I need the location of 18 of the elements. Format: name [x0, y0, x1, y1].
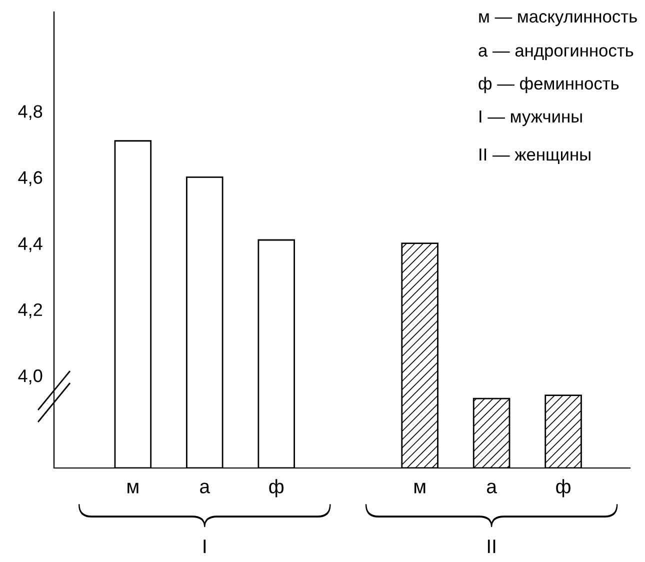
text: I: [204, 540, 206, 554]
y-tick-label: 4,2: [18, 303, 42, 318]
x-tick-label: а: [486, 482, 497, 494]
y-tick-label: 4,4: [18, 237, 42, 252]
annotation: II — женщины: [480, 148, 590, 164]
annotation: I — мужчины: [480, 110, 582, 126]
text: II: [488, 540, 496, 554]
x-tick-label: м: [414, 482, 426, 494]
y-tick-label: 4,8: [18, 105, 42, 120]
annotation: ф — феминность: [478, 76, 619, 94]
x-tick-label: а: [200, 482, 210, 494]
y-tick-label: 4,0: [18, 369, 42, 384]
x-tick-label: ф: [269, 479, 284, 498]
annotation: м — маскулинность: [479, 13, 637, 26]
annotation: а — андрогинность: [478, 47, 634, 60]
x-tick-label: м: [128, 482, 138, 494]
y-tick-label: 4,6: [18, 171, 42, 186]
x-tick-label: ф: [556, 479, 570, 498]
